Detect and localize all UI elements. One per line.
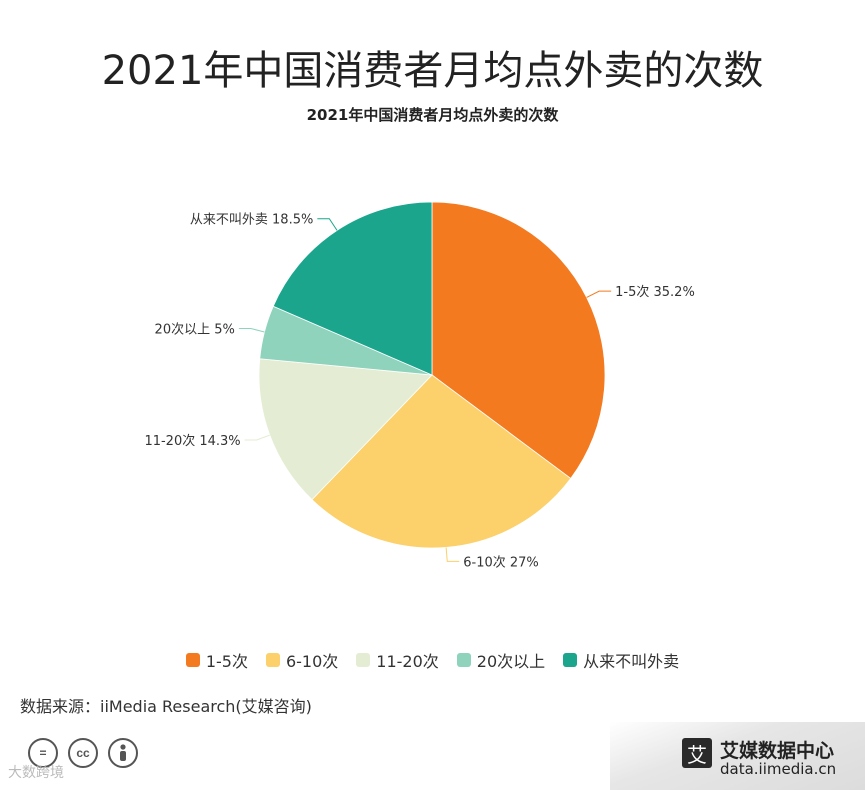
legend-item: 从来不叫外卖	[563, 648, 679, 672]
cc-icon: cc	[68, 738, 98, 768]
legend-label: 20次以上	[476, 652, 546, 671]
legend-swatch	[265, 653, 280, 667]
legend-swatch	[356, 653, 371, 667]
leader-line	[317, 218, 338, 231]
legend-label: 6-10次	[285, 652, 339, 671]
page-title: 2021年中国消费者月均点外卖的次数	[101, 48, 764, 94]
slice-label: 6-10次 27%	[463, 554, 539, 570]
watermark: 大数跨境	[8, 765, 64, 781]
legend-label: 从来不叫外卖	[583, 652, 680, 671]
legend-label: 11-20次	[376, 652, 439, 671]
data-source: 数据来源：iiMedia Research(艾媒咨询)	[20, 697, 312, 716]
legend-swatch	[185, 653, 200, 667]
brand-url: data.iimedia.cn	[720, 760, 837, 778]
pie-slice	[431, 201, 606, 479]
equals-icon: =	[28, 738, 58, 768]
pie-slice	[272, 201, 433, 376]
pie-chart: 1-5次 35.2% 6-10次 27% 11-20次 14.3% 20次以上 5% 从…	[144, 201, 695, 570]
legend-item: 1-5次	[185, 648, 248, 672]
license-icons: = cc	[28, 738, 138, 768]
pie-slice	[311, 374, 572, 549]
legend-swatch	[563, 653, 578, 667]
leader-line	[244, 434, 270, 441]
brand-background	[610, 722, 865, 790]
legend-item: 6-10次	[265, 648, 339, 672]
chart-subtitle: 2021年中国消费者月均点外卖的次数	[306, 106, 559, 124]
legend-item: 11-20次	[356, 648, 439, 672]
person-icon	[108, 738, 138, 768]
slice-label: 20次以上 5%	[155, 321, 235, 337]
pie-slice	[258, 358, 433, 501]
legend-item: 20次以上	[456, 648, 546, 672]
legend: 1-5次 6-10次 11-20次 20次以上 从来不叫外卖	[0, 648, 865, 672]
slice-label: 1-5次 35.2%	[615, 284, 695, 300]
legend-swatch	[456, 653, 471, 667]
leader-line	[238, 327, 265, 333]
brand-name: 艾媒数据中心	[720, 740, 835, 762]
legend-label: 1-5次	[205, 652, 248, 671]
slice-label: 11-20次 14.3%	[144, 433, 240, 449]
slice-label: 从来不叫外卖 18.5%	[190, 213, 313, 228]
brand-logo-icon: 艾	[682, 738, 712, 768]
leader-line	[445, 547, 460, 562]
leader-line	[586, 290, 612, 298]
